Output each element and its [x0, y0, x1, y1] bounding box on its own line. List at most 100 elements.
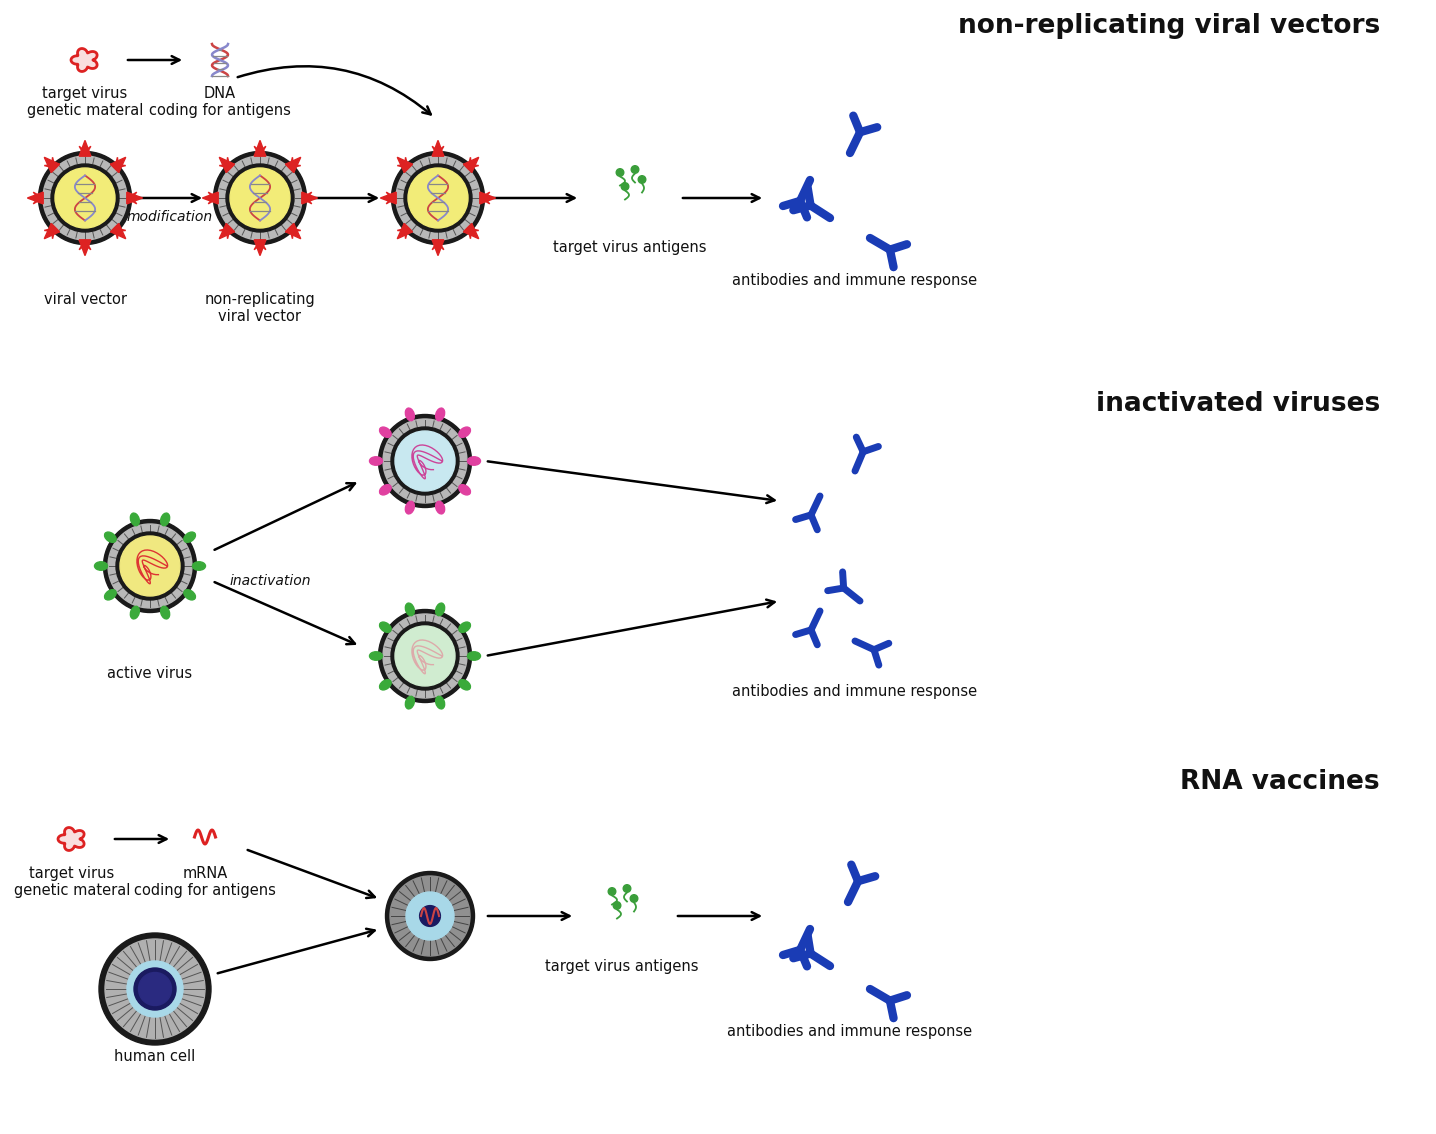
Ellipse shape	[369, 652, 382, 660]
Polygon shape	[225, 158, 230, 172]
Circle shape	[616, 169, 623, 176]
Ellipse shape	[161, 607, 169, 619]
Polygon shape	[225, 223, 230, 239]
Polygon shape	[52, 158, 56, 172]
Polygon shape	[468, 158, 472, 172]
Polygon shape	[111, 158, 126, 172]
Ellipse shape	[460, 484, 471, 494]
Circle shape	[379, 415, 471, 508]
Text: antibodies and immune response: antibodies and immune response	[732, 273, 978, 288]
Polygon shape	[208, 192, 218, 204]
Ellipse shape	[95, 561, 108, 570]
Circle shape	[214, 152, 306, 245]
Circle shape	[408, 168, 468, 228]
Polygon shape	[404, 158, 408, 172]
Polygon shape	[254, 240, 266, 249]
Polygon shape	[27, 192, 43, 204]
Ellipse shape	[131, 607, 139, 619]
Ellipse shape	[379, 428, 391, 438]
Circle shape	[121, 536, 180, 596]
Polygon shape	[432, 146, 444, 156]
Polygon shape	[45, 223, 59, 239]
Circle shape	[383, 613, 467, 699]
Circle shape	[383, 418, 467, 503]
Circle shape	[391, 875, 470, 956]
Polygon shape	[286, 164, 300, 168]
Circle shape	[404, 164, 472, 232]
Circle shape	[396, 156, 480, 240]
Ellipse shape	[379, 679, 391, 689]
Circle shape	[39, 152, 132, 245]
Polygon shape	[79, 240, 90, 249]
Polygon shape	[52, 223, 56, 239]
Circle shape	[103, 519, 197, 612]
Ellipse shape	[184, 532, 195, 542]
Text: antibodies and immune response: antibodies and immune response	[732, 684, 978, 699]
Ellipse shape	[369, 457, 382, 465]
Polygon shape	[202, 192, 218, 204]
Polygon shape	[398, 223, 412, 239]
Polygon shape	[480, 192, 490, 204]
Polygon shape	[254, 146, 266, 156]
Ellipse shape	[131, 513, 139, 526]
Ellipse shape	[435, 696, 445, 709]
Polygon shape	[398, 228, 412, 231]
Polygon shape	[302, 192, 317, 204]
Ellipse shape	[405, 501, 415, 514]
Text: inactivated viruses: inactivated viruses	[1096, 391, 1380, 417]
Polygon shape	[468, 223, 472, 239]
Circle shape	[395, 626, 455, 686]
Circle shape	[134, 968, 177, 1010]
Polygon shape	[398, 158, 412, 172]
Ellipse shape	[379, 484, 391, 494]
Polygon shape	[432, 240, 444, 249]
Circle shape	[379, 609, 471, 702]
Circle shape	[225, 164, 294, 232]
Polygon shape	[286, 223, 300, 239]
Text: target virus
genetic materal: target virus genetic materal	[27, 86, 144, 118]
Text: mRNA
coding for antigens: mRNA coding for antigens	[134, 866, 276, 898]
Polygon shape	[33, 192, 43, 204]
Polygon shape	[126, 192, 142, 204]
Ellipse shape	[379, 623, 391, 633]
Circle shape	[613, 902, 620, 909]
Circle shape	[385, 872, 474, 960]
Polygon shape	[286, 158, 300, 172]
Polygon shape	[111, 228, 126, 231]
Polygon shape	[45, 164, 59, 168]
Polygon shape	[254, 240, 266, 249]
Ellipse shape	[460, 679, 471, 689]
Circle shape	[638, 176, 646, 184]
Circle shape	[406, 892, 454, 940]
Polygon shape	[220, 158, 234, 172]
Circle shape	[630, 895, 638, 903]
Text: non-replicating
viral vector: non-replicating viral vector	[204, 291, 316, 324]
Polygon shape	[432, 146, 444, 156]
Polygon shape	[464, 158, 478, 172]
Polygon shape	[115, 158, 119, 172]
Circle shape	[622, 183, 629, 191]
Polygon shape	[115, 223, 119, 239]
Polygon shape	[432, 240, 444, 249]
Polygon shape	[464, 223, 478, 239]
Circle shape	[609, 888, 616, 896]
Text: non-replicating viral vectors: non-replicating viral vectors	[958, 12, 1380, 39]
Polygon shape	[79, 240, 90, 255]
Polygon shape	[254, 141, 266, 156]
Text: RNA vaccines: RNA vaccines	[1180, 769, 1380, 795]
Polygon shape	[254, 146, 266, 156]
Polygon shape	[290, 223, 294, 239]
Ellipse shape	[460, 428, 471, 438]
Text: DNA
coding for antigens: DNA coding for antigens	[149, 86, 292, 118]
Circle shape	[419, 906, 441, 926]
Polygon shape	[111, 223, 126, 239]
Ellipse shape	[405, 696, 415, 709]
Polygon shape	[79, 146, 90, 156]
Text: active virus: active virus	[108, 666, 192, 682]
Polygon shape	[464, 164, 478, 168]
Polygon shape	[286, 228, 300, 231]
Circle shape	[108, 524, 192, 608]
Ellipse shape	[435, 501, 445, 514]
Polygon shape	[208, 192, 218, 204]
Ellipse shape	[105, 532, 116, 542]
